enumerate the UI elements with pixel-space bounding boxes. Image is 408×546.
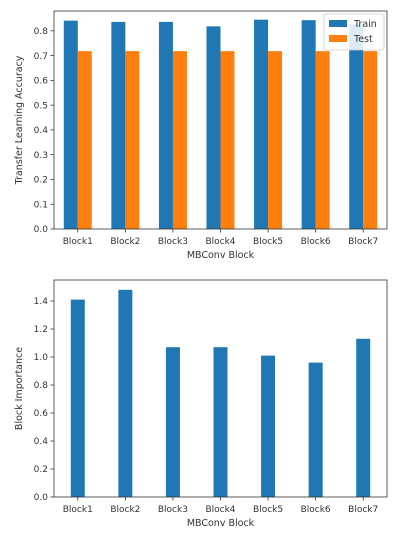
accuracy-ytick-label: 0.2 xyxy=(34,176,48,186)
importance-xtick-label: Block6 xyxy=(301,505,331,515)
accuracy-bar-test-7 xyxy=(363,51,378,229)
accuracy-ytick-label: 0.6 xyxy=(34,77,49,87)
accuracy-bar-test-1 xyxy=(77,51,92,229)
importance-ytick-label: 0.6 xyxy=(34,409,49,419)
accuracy-ytick-label: 0.0 xyxy=(34,225,49,235)
importance-xtick-label: Block7 xyxy=(348,505,378,515)
accuracy-bar-train-4 xyxy=(206,26,221,229)
accuracy-legend: Train Test xyxy=(323,13,385,51)
importance-bar-value-3 xyxy=(165,347,180,497)
importance-chart: 0.0 0.2 0.4 0.6 0.8 1.0 1.2 1.4 Block1 Block2 Bloc… xyxy=(14,279,388,529)
accuracy-xtick-label: Block3 xyxy=(158,237,188,247)
accuracy-bar-test-4 xyxy=(220,51,235,229)
accuracy-ytick-label: 0.4 xyxy=(34,126,49,136)
accuracy-bar-train-3 xyxy=(158,21,173,230)
accuracy-ytick-label: 0.5 xyxy=(34,101,48,111)
importance-xaxis-label: MBConv Block xyxy=(187,518,255,529)
importance-bar-value-1 xyxy=(70,299,85,497)
accuracy-xtick-label: Block4 xyxy=(205,237,235,247)
accuracy-xtick-label: Block7 xyxy=(348,237,378,247)
importance-xtick-label: Block5 xyxy=(253,505,283,515)
importance-ytick-label: 0.2 xyxy=(34,465,48,475)
accuracy-chart: 0.0 0.1 0.2 0.3 0.4 0.5 0.6 0.7 0.8 Block1 Block2 B… xyxy=(14,10,388,261)
accuracy-legend-swatch-train xyxy=(329,20,347,27)
importance-bar-value-5 xyxy=(261,355,276,497)
accuracy-legend-swatch-test xyxy=(329,35,347,42)
importance-xtick-label: Block4 xyxy=(205,505,235,515)
importance-ytick-label: 1.0 xyxy=(34,353,49,363)
accuracy-bar-train-7 xyxy=(349,24,364,229)
accuracy-bar-test-6 xyxy=(315,51,330,229)
importance-bar-value-4 xyxy=(213,347,228,497)
importance-ytick-label: 1.2 xyxy=(34,325,48,335)
accuracy-ytick-label: 0.8 xyxy=(34,27,49,37)
accuracy-bar-train-2 xyxy=(111,21,126,230)
importance-bar-value-6 xyxy=(308,362,323,497)
importance-ytick-label: 0.8 xyxy=(34,381,49,391)
importance-yaxis-label: Block Importance xyxy=(14,347,25,430)
importance-xtick-label: Block3 xyxy=(158,505,188,515)
importance-xtick-label: Block2 xyxy=(110,505,140,515)
accuracy-bar-train-6 xyxy=(301,20,316,230)
importance-ytick-label: 0.4 xyxy=(34,437,49,447)
accuracy-bar-train-5 xyxy=(254,19,269,230)
accuracy-xtick-label: Block6 xyxy=(301,237,331,247)
accuracy-legend-label-test: Test xyxy=(353,34,373,45)
importance-xtick-label: Block1 xyxy=(63,505,93,515)
accuracy-yaxis-label: Transfer Learning Accuracy xyxy=(14,55,25,185)
accuracy-bar-test-2 xyxy=(125,51,140,229)
importance-bar-value-7 xyxy=(356,338,371,497)
accuracy-ytick-label: 0.1 xyxy=(34,200,48,210)
accuracy-bar-test-3 xyxy=(172,51,187,229)
accuracy-bar-train-1 xyxy=(63,20,78,229)
accuracy-xtick-label: Block5 xyxy=(253,237,283,247)
importance-ytick-label: 0.0 xyxy=(34,493,49,503)
accuracy-legend-label-train: Train xyxy=(353,19,377,30)
accuracy-xtick-label: Block2 xyxy=(110,237,140,247)
importance-bar-value-2 xyxy=(118,289,133,497)
accuracy-ytick-label: 0.7 xyxy=(34,52,48,62)
accuracy-xtick-label: Block1 xyxy=(63,237,93,247)
accuracy-ytick-label: 0.3 xyxy=(34,151,48,161)
importance-ytick-label: 1.4 xyxy=(34,297,49,307)
accuracy-xaxis-label: MBConv Block xyxy=(187,250,255,261)
accuracy-bar-test-5 xyxy=(268,51,283,229)
